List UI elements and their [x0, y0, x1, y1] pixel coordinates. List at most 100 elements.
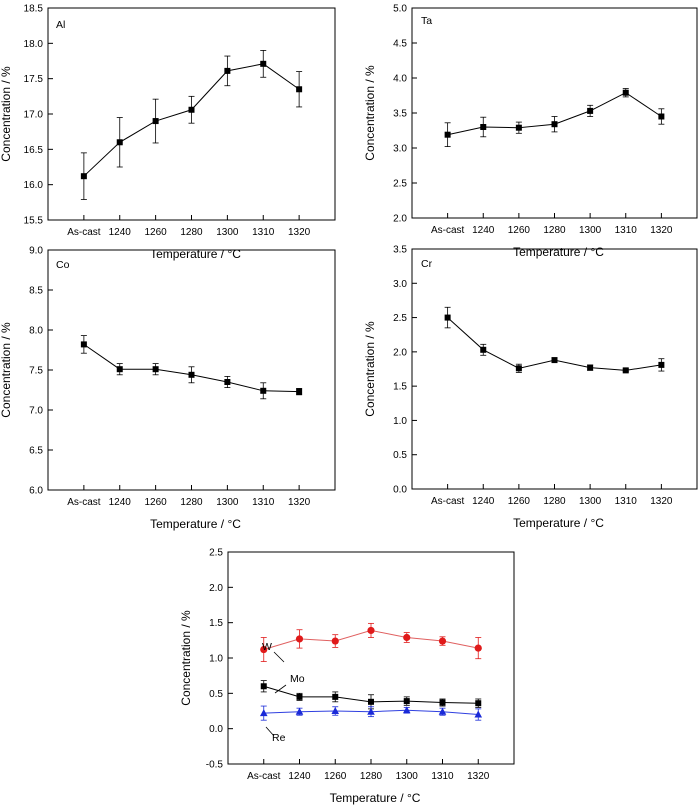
series-mo — [260, 680, 482, 710]
data-point-square — [296, 693, 303, 700]
x-axis-label-text: Temperature / — [513, 516, 590, 530]
y-tick-label: 8.5 — [29, 286, 43, 297]
x-tick-label: 1240 — [109, 227, 132, 238]
data-point-square — [439, 699, 446, 706]
data-point-square — [587, 107, 594, 114]
data-point-triangle — [474, 710, 483, 718]
y-tick-label: 6.5 — [29, 446, 43, 457]
y-tick-label: 3.0 — [393, 279, 407, 290]
y-tick-label: 0.0 — [393, 485, 407, 496]
series-re — [259, 705, 483, 721]
y-tick-label: 3.5 — [393, 109, 407, 120]
chart-panel-ta: 2.0 2.5 3.0 3.5 4.0 4.5 5.0 As-cast 1240 1260 1280… — [363, 4, 698, 259]
y-tick-label: 0.5 — [393, 450, 407, 461]
x-tick-label: 1300 — [396, 771, 419, 782]
x-tick-label: 1310 — [252, 497, 275, 508]
x-axis-label-text: Temperature / — [330, 791, 407, 805]
y-axis-label: Concentration / % — [179, 610, 193, 706]
data-point-square — [480, 346, 487, 353]
data-point-square — [368, 698, 374, 705]
data-point-triangle — [367, 707, 375, 715]
data-point-square — [332, 693, 339, 700]
data-point-square — [480, 124, 487, 130]
x-tick-label: 1280 — [543, 496, 566, 507]
data-point-square — [116, 139, 123, 146]
y-tick-label: 1.0 — [209, 654, 223, 665]
data-point-circle — [474, 644, 482, 652]
x-tick-label: 1300 — [579, 225, 602, 236]
data-point-square — [403, 698, 410, 705]
x-axis-label-unit: °C — [227, 517, 241, 531]
x-tick-label: 1280 — [180, 227, 203, 238]
y-tick-label: 8.0 — [29, 326, 43, 337]
data-point-square — [296, 86, 303, 93]
y-tick-label: 2.0 — [393, 214, 407, 225]
series-data — [80, 335, 303, 400]
y-tick-label: 6.0 — [29, 486, 43, 497]
x-tick-label: 1320 — [288, 497, 311, 508]
x-tick-label: 1260 — [145, 497, 168, 508]
data-point-square — [152, 118, 159, 125]
x-tick-label: 1240 — [472, 496, 495, 507]
annotation-arrow — [274, 684, 287, 694]
chart-panel-al: 15.5 16.0 16.5 17.0 17.5 18.0 18.5 As-cast 1240 1… — [0, 4, 336, 261]
data-point-square — [296, 388, 303, 395]
y-tick-label: 7.0 — [29, 406, 43, 417]
x-tick-label: 1240 — [472, 225, 495, 236]
x-tick-label: 1320 — [288, 227, 311, 238]
annotation-label-mo: Mo — [290, 673, 305, 685]
x-tick-label: 1310 — [615, 225, 638, 236]
x-tick-label: 1300 — [216, 497, 239, 508]
annotation-arrow — [265, 726, 275, 737]
data-point-square — [152, 366, 159, 373]
y-tick-label: 17.0 — [24, 110, 44, 121]
data-point-square — [551, 357, 558, 364]
panel-label-al: Al — [56, 19, 65, 31]
y-tick-label: 1.0 — [393, 416, 407, 427]
y-tick-label: 4.5 — [393, 39, 407, 50]
x-tick-label: As-cast — [431, 225, 465, 236]
annotation-w: W — [262, 641, 285, 663]
x-tick-label: 1310 — [252, 227, 275, 238]
data-point-square — [622, 367, 629, 374]
data-point-square — [515, 124, 522, 131]
chart-panel-co: 6.0 6.5 7.0 7.5 8.0 8.5 9.0 As-cast 1240 1260 1280… — [0, 246, 336, 531]
x-axis-label: Temperature / °C — [513, 516, 604, 530]
data-point-square — [260, 683, 267, 690]
y-tick-label: 4.0 — [393, 74, 407, 85]
data-point-triangle — [438, 707, 447, 715]
series-data — [80, 50, 303, 200]
y-tick-label: 2.0 — [209, 583, 223, 594]
data-point-square — [515, 365, 522, 372]
x-axis-label: Temperature / °C — [513, 245, 604, 259]
y-axis-label: Concentration / % — [0, 322, 13, 418]
data-point-square — [260, 60, 267, 67]
x-tick-label: 1320 — [467, 771, 490, 782]
x-tick-label: 1260 — [324, 771, 347, 782]
annotation-mo: Mo — [274, 673, 305, 694]
data-point-square — [622, 89, 629, 96]
x-axis-label: Temperature / °C — [150, 247, 241, 261]
x-axis-label: Temperature / °C — [150, 517, 241, 531]
data-point-square — [444, 131, 451, 138]
y-tick-label: 15.5 — [24, 216, 44, 227]
x-tick-label: 1260 — [508, 225, 531, 236]
x-axis-label-unit: °C — [590, 245, 604, 259]
annotation-re: Re — [265, 726, 286, 744]
y-axis-label: Concentration / % — [363, 321, 377, 417]
data-point-triangle — [331, 707, 340, 714]
y-tick-label: 2.5 — [393, 313, 407, 324]
panel-label-ta: Ta — [421, 15, 432, 27]
x-axis-label-unit: °C — [227, 247, 241, 261]
y-axis-label: Concentration / % — [363, 65, 377, 161]
x-tick-label: 1320 — [650, 496, 673, 507]
data-point-circle — [367, 626, 375, 635]
x-tick-label: 1310 — [431, 771, 454, 782]
data-point-square — [188, 106, 195, 113]
data-point-square — [658, 361, 665, 368]
x-tick-label: As-cast — [67, 227, 101, 238]
plot-frame — [411, 7, 698, 219]
data-point-square — [551, 121, 558, 128]
data-point-square — [116, 366, 123, 373]
